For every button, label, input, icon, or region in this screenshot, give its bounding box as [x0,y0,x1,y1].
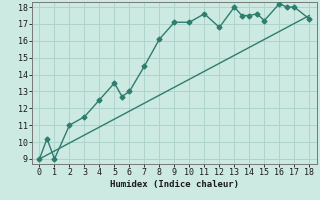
X-axis label: Humidex (Indice chaleur): Humidex (Indice chaleur) [110,180,239,189]
